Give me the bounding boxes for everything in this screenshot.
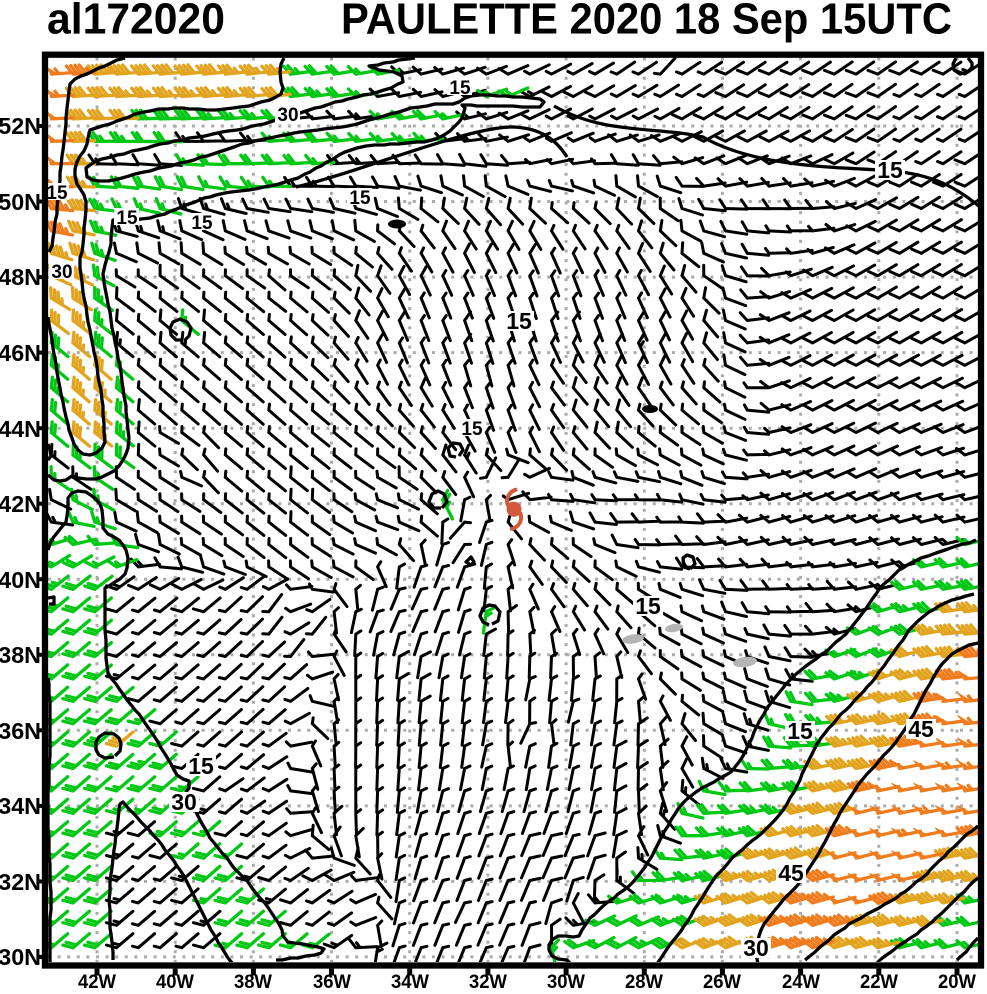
svg-text:38W: 38W bbox=[234, 972, 272, 989]
svg-text:42N: 42N bbox=[0, 491, 41, 517]
svg-text:32W: 32W bbox=[469, 972, 507, 989]
svg-text:30: 30 bbox=[171, 789, 197, 815]
svg-text:30N: 30N bbox=[0, 944, 41, 970]
svg-text:15: 15 bbox=[116, 208, 138, 229]
svg-text:52N: 52N bbox=[0, 113, 41, 139]
svg-text:15: 15 bbox=[787, 718, 813, 744]
svg-text:45: 45 bbox=[908, 716, 934, 742]
svg-text:40N: 40N bbox=[0, 567, 41, 593]
svg-text:15: 15 bbox=[188, 753, 214, 779]
svg-text:36N: 36N bbox=[0, 718, 41, 744]
svg-text:15: 15 bbox=[635, 593, 661, 619]
svg-text:42W: 42W bbox=[78, 972, 116, 989]
svg-text:15: 15 bbox=[506, 308, 532, 334]
svg-text:44N: 44N bbox=[0, 416, 41, 442]
svg-text:28W: 28W bbox=[625, 972, 663, 989]
svg-text:22W: 22W bbox=[860, 972, 898, 989]
svg-text:38N: 38N bbox=[0, 642, 41, 668]
svg-text:15: 15 bbox=[461, 419, 483, 440]
svg-text:30: 30 bbox=[51, 262, 72, 283]
svg-text:46N: 46N bbox=[0, 340, 41, 366]
svg-text:32N: 32N bbox=[0, 869, 41, 895]
svg-text:48N: 48N bbox=[0, 264, 41, 290]
svg-text:34N: 34N bbox=[0, 793, 41, 819]
svg-text:15: 15 bbox=[191, 213, 213, 234]
svg-text:al172020: al172020 bbox=[47, 0, 225, 44]
svg-text:24W: 24W bbox=[782, 972, 820, 989]
svg-text:15: 15 bbox=[349, 188, 371, 209]
svg-text:26W: 26W bbox=[703, 972, 741, 989]
svg-text:45: 45 bbox=[778, 860, 804, 886]
svg-text:50N: 50N bbox=[0, 189, 41, 215]
svg-text:40W: 40W bbox=[156, 972, 194, 989]
svg-text:30: 30 bbox=[277, 105, 298, 126]
svg-text:15: 15 bbox=[46, 183, 68, 204]
svg-text:34W: 34W bbox=[391, 972, 429, 989]
svg-text:36W: 36W bbox=[313, 972, 351, 989]
svg-text:30: 30 bbox=[743, 935, 769, 961]
svg-text:30W: 30W bbox=[547, 972, 585, 989]
svg-text:20W: 20W bbox=[938, 972, 976, 989]
svg-text:15: 15 bbox=[877, 157, 903, 183]
svg-text:PAULETTE 2020 18 Sep 15UTC: PAULETTE 2020 18 Sep 15UTC bbox=[341, 0, 952, 44]
svg-text:15: 15 bbox=[449, 78, 471, 99]
